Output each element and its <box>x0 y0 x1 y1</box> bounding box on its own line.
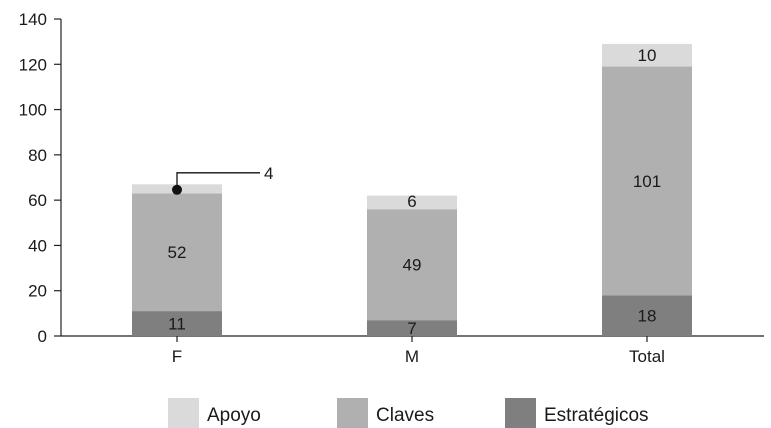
bar-segment <box>367 320 457 336</box>
y-tick-label: 140 <box>19 10 47 29</box>
legend-swatch <box>505 398 536 428</box>
x-tick-label: Total <box>629 347 665 366</box>
data-label: 7 <box>407 319 416 338</box>
legend-label: Apoyo <box>207 405 261 426</box>
x-tick-label: M <box>405 347 419 366</box>
legend-label: Estratégicos <box>544 405 649 426</box>
data-label: 11 <box>168 315 186 334</box>
y-tick-label: 120 <box>19 55 47 74</box>
legend-swatch <box>168 398 199 428</box>
data-label: 6 <box>407 192 416 211</box>
y-tick-label: 0 <box>38 327 47 346</box>
y-tick-label: 80 <box>28 146 47 165</box>
x-axis: F M Total <box>61 335 764 366</box>
callout: 4 <box>172 164 273 195</box>
data-label: 52 <box>168 243 187 262</box>
bar-segment <box>132 193 222 312</box>
legend: Apoyo Claves Estratégicos <box>168 398 649 428</box>
bar-segment <box>132 311 222 336</box>
bars <box>132 43 692 336</box>
y-tick-label: 60 <box>28 191 47 210</box>
callout-leader <box>176 172 260 190</box>
data-labels: 11 52 7 49 6 18 101 10 <box>168 46 662 338</box>
legend-label: Claves <box>376 405 434 426</box>
data-label: 49 <box>403 256 422 275</box>
y-tick-label: 40 <box>28 236 47 255</box>
x-tick-label: F <box>172 347 182 366</box>
bar-segment <box>602 295 692 336</box>
bar-segment <box>602 43 692 67</box>
bar-segment <box>367 209 457 321</box>
y-tick-label: 100 <box>19 101 47 120</box>
y-axis: 0 20 40 60 80 100 120 140 <box>19 10 62 346</box>
legend-swatch <box>337 398 368 428</box>
y-tick-label: 20 <box>28 282 47 301</box>
bar-segment <box>602 66 692 296</box>
bar-segment <box>367 195 457 210</box>
data-label: 101 <box>633 172 661 191</box>
callout-label: 4 <box>264 164 273 183</box>
data-label: 10 <box>638 46 657 65</box>
data-label: 18 <box>638 307 657 326</box>
